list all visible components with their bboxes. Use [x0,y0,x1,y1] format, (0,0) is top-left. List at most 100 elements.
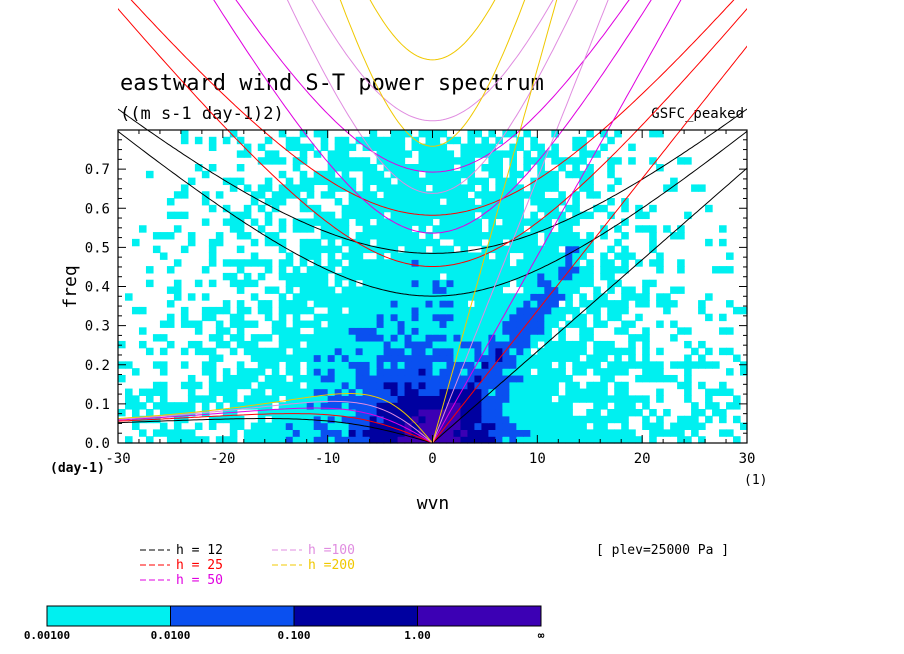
spectrum-cell [208,422,217,430]
spectrum-cell [446,279,455,288]
spectrum-cell [544,422,552,430]
spectrum-cell [523,279,531,288]
spectrum-cell [397,232,406,240]
spectrum-cell [551,211,559,220]
spectrum-cell [271,395,280,403]
spectrum-cell [383,266,392,274]
spectrum-cell [446,245,455,254]
spectrum-cell [257,225,266,233]
spectrum-cell [670,320,678,328]
spectrum-cell [159,395,168,403]
spectrum-cell [600,422,608,430]
spectrum-cell [649,361,657,369]
spectrum-cell [299,422,308,430]
spectrum-cell [341,436,350,444]
spectrum-cell [523,266,531,274]
spectrum-cell [292,272,301,281]
spectrum-cell [152,388,161,396]
spectrum-cell [362,184,371,192]
spectrum-cell [565,286,573,294]
spectrum-cell [397,191,406,199]
spectrum-cell [467,272,476,281]
spectrum-cell [635,293,643,301]
spectrum-cell [733,354,741,362]
spectrum-cell [348,415,357,424]
spectrum-cell [537,402,545,410]
spectrum-cell [264,429,273,437]
spectrum-cell [418,402,427,410]
spectrum-cell [530,191,538,199]
spectrum-cell [495,388,503,396]
spectrum-cell [292,313,301,322]
spectrum-cell [614,361,622,369]
spectrum-cell [390,286,399,294]
spectrum-cell [397,327,406,335]
spectrum-cell [600,368,608,376]
spectrum-cell [537,204,545,213]
spectrum-cell [558,422,566,430]
spectrum-cell [341,300,350,308]
spectrum-cell [334,272,343,281]
spectrum-cell [537,436,545,444]
spectrum-cell [488,327,496,335]
spectrum-cell [502,347,510,356]
spectrum-cell [649,238,657,247]
spectrum-cell [376,252,385,260]
spectrum-cell [201,266,210,274]
spectrum-cell [481,164,490,172]
spectrum-cell [551,177,559,186]
spectrum-cell [341,368,350,376]
spectrum-cell [621,408,629,417]
spectrum-cell [138,225,147,233]
spectrum-cell [600,436,608,444]
spectrum-cell [208,395,217,403]
spectrum-cell [187,293,196,301]
spectrum-cell [649,259,657,267]
spectrum-cell [481,211,490,220]
spectrum-cell [404,395,413,403]
spectrum-cell [362,136,371,145]
spectrum-cell [446,415,455,424]
spectrum-cell [425,204,434,213]
spectrum-cell [180,429,189,437]
spectrum-cell [390,408,399,417]
spectrum-cell [369,259,378,267]
spectrum-cell [369,320,378,328]
colorbar-label: 0.0100 [151,629,191,642]
spectrum-cell [565,272,573,281]
spectrum-cell [453,204,462,213]
spectrum-cell [397,340,406,349]
spectrum-cell [446,191,455,199]
spectrum-cell [376,150,385,158]
spectrum-cell [404,388,413,396]
spectrum-cell [418,354,427,362]
spectrum-cell [558,238,566,247]
spectrum-cell [376,374,385,383]
spectrum-cell [411,361,420,369]
spectrum-cell [467,334,476,342]
spectrum-cell [173,211,182,220]
spectrum-cell [495,429,503,437]
spectrum-cell [544,402,552,410]
spectrum-cell [621,245,629,254]
spectrum-cell [159,402,168,410]
spectrum-cell [516,368,524,376]
spectrum-cell [334,184,343,192]
spectrum-cell [208,361,217,369]
spectrum-cell [250,218,259,226]
spectrum-cell [383,402,392,410]
spectrum-cell [166,340,175,349]
spectrum-cell [236,150,245,158]
spectrum-cell [481,408,490,417]
spectrum-cell [474,177,483,186]
spectrum-cell [236,266,245,274]
spectrum-cell [411,177,420,186]
spectrum-cell [278,157,287,165]
spectrum-cell [495,293,503,301]
spectrum-cell [460,374,469,383]
spectrum-cell [348,422,357,430]
spectrum-cell [264,177,273,186]
spectrum-cell [264,300,273,308]
spectrum-cell [495,177,503,186]
spectrum-cell [544,170,552,179]
